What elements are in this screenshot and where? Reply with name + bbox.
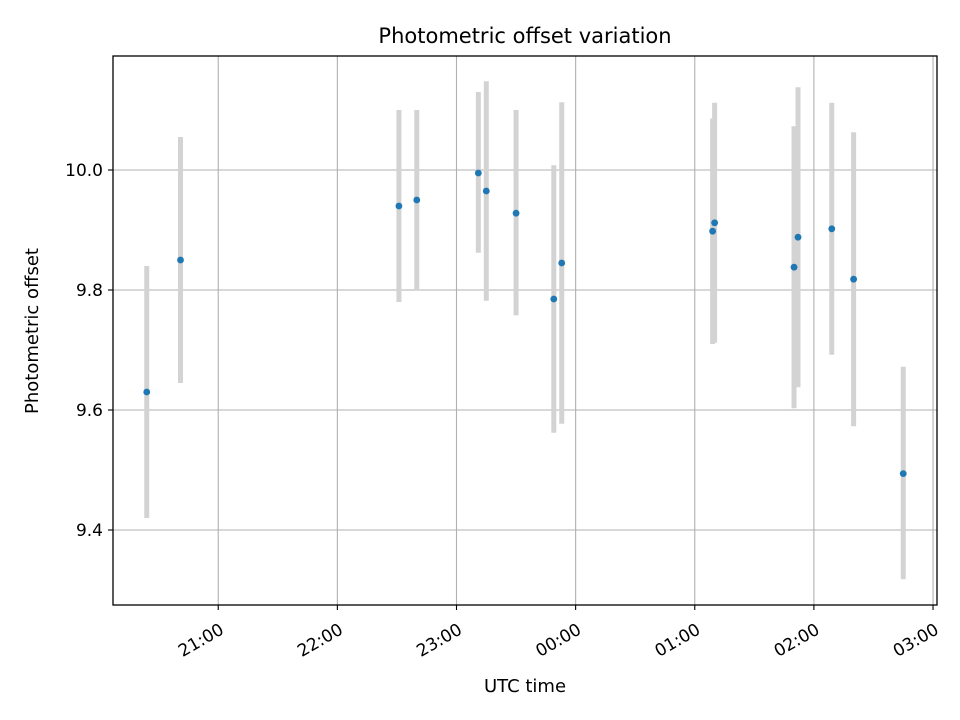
- y-axis-title: Photometric offset: [22, 248, 43, 414]
- y-tick-label: 9.6: [76, 401, 103, 421]
- y-tick-label: 9.8: [76, 281, 103, 301]
- x-axis-title: UTC time: [484, 676, 566, 697]
- data-points: [143, 169, 907, 477]
- data-point: [899, 470, 907, 477]
- data-point: [482, 187, 490, 195]
- data-point: [850, 275, 858, 283]
- data-point: [143, 388, 151, 396]
- data-point: [790, 263, 798, 271]
- data-point: [828, 225, 836, 233]
- data-point: [177, 256, 184, 264]
- y-tick-label: 10.0: [65, 161, 103, 181]
- y-tick-label: 9.4: [76, 521, 103, 541]
- data-point: [558, 259, 566, 267]
- chart-title: Photometric offset variation: [378, 24, 671, 48]
- plot-area-frame: [112, 55, 938, 606]
- data-point: [395, 202, 403, 210]
- data-point: [709, 227, 717, 235]
- data-point: [512, 209, 520, 217]
- data-point: [413, 196, 421, 204]
- y-axis: 9.4 9.6 9.8 10.0: [65, 161, 113, 541]
- data-point: [474, 169, 482, 177]
- data-point: [711, 219, 719, 227]
- data-point: [794, 233, 802, 241]
- data-point: [550, 295, 558, 303]
